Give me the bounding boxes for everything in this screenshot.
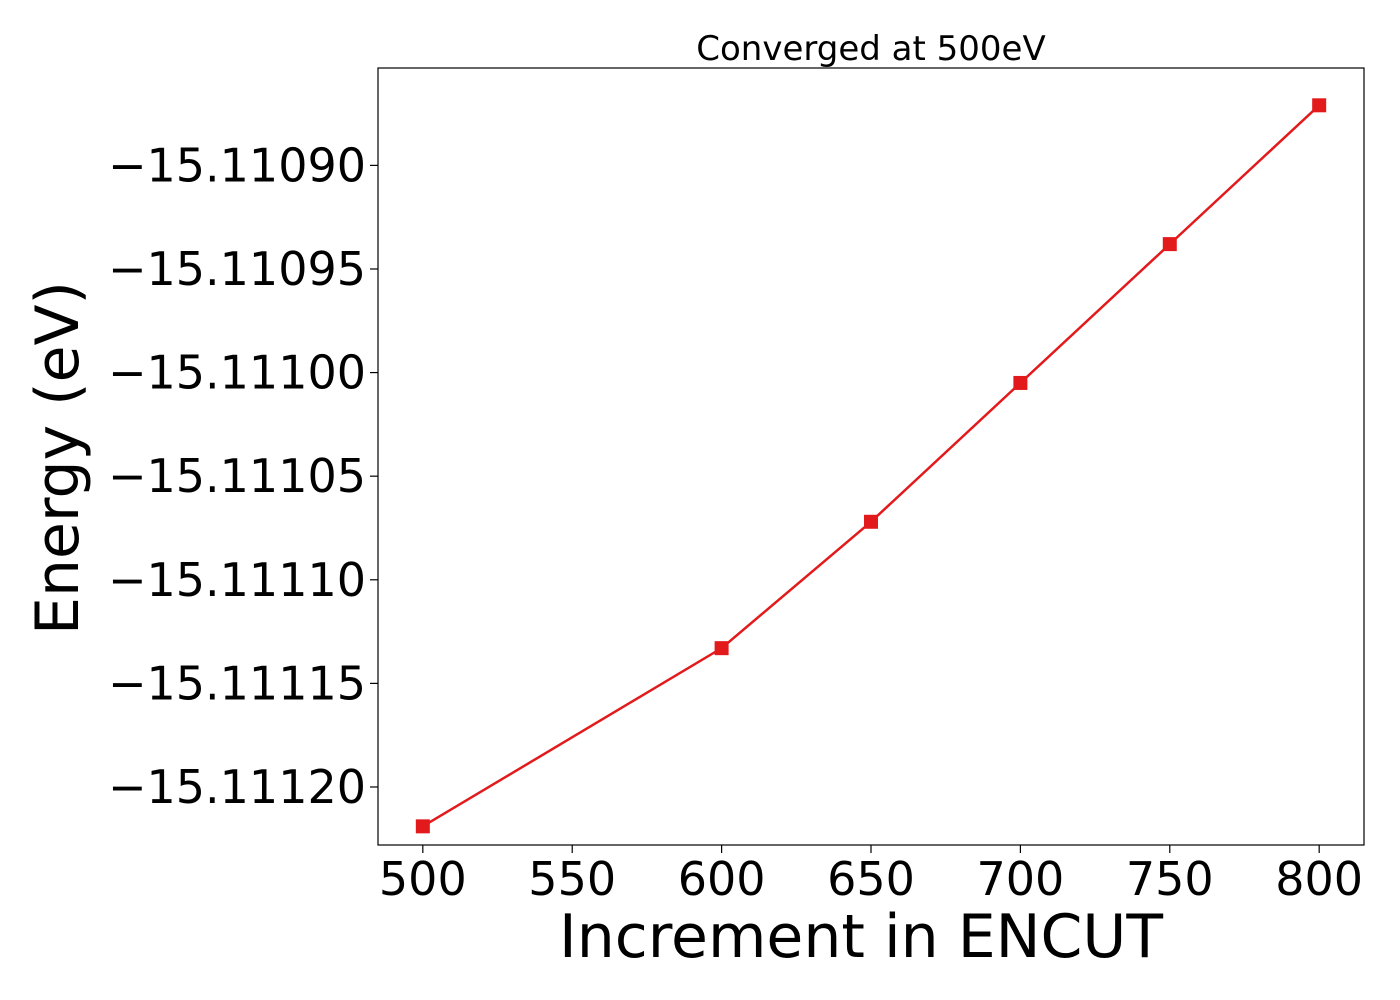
y-tick-label-6: −15.11090 — [108, 138, 366, 192]
y-tick-label-2: −15.11110 — [108, 553, 366, 607]
chart-title: Converged at 500eV — [696, 29, 1045, 69]
x-tick-label-750: 750 — [1126, 852, 1214, 906]
data-point-800 — [1312, 98, 1327, 113]
x-tick-label-700: 700 — [976, 852, 1064, 906]
data-point-750 — [1162, 237, 1177, 252]
y-tick-label-4: −15.11100 — [108, 346, 366, 400]
series-line-0 — [422, 104, 1321, 828]
data-point-700 — [1013, 375, 1028, 390]
y-tick-label-3: −15.11105 — [108, 449, 366, 503]
y-tick-label-5: −15.11095 — [108, 242, 366, 296]
x-tick-label-600: 600 — [678, 852, 766, 906]
x-tick-label-500: 500 — [379, 852, 467, 906]
x-axis-title: Increment in ENCUT — [559, 902, 1163, 972]
y-axis-title: Energy (eV) — [23, 281, 93, 635]
data-point-500 — [415, 819, 430, 834]
y-tick-label-0: −15.11120 — [108, 760, 366, 814]
x-tick-label-650: 650 — [827, 852, 915, 906]
y-tick-label-1: −15.11115 — [108, 656, 366, 710]
axes-frame — [377, 67, 1365, 846]
x-tick-label-800: 800 — [1275, 852, 1363, 906]
data-point-600 — [714, 641, 729, 656]
plot-area: 500 550 600 650 700 750 800 −15.11120 −15.11115 −… — [108, 67, 1365, 906]
data-point-650 — [864, 514, 878, 529]
x-tick-label-550: 550 — [528, 852, 616, 906]
